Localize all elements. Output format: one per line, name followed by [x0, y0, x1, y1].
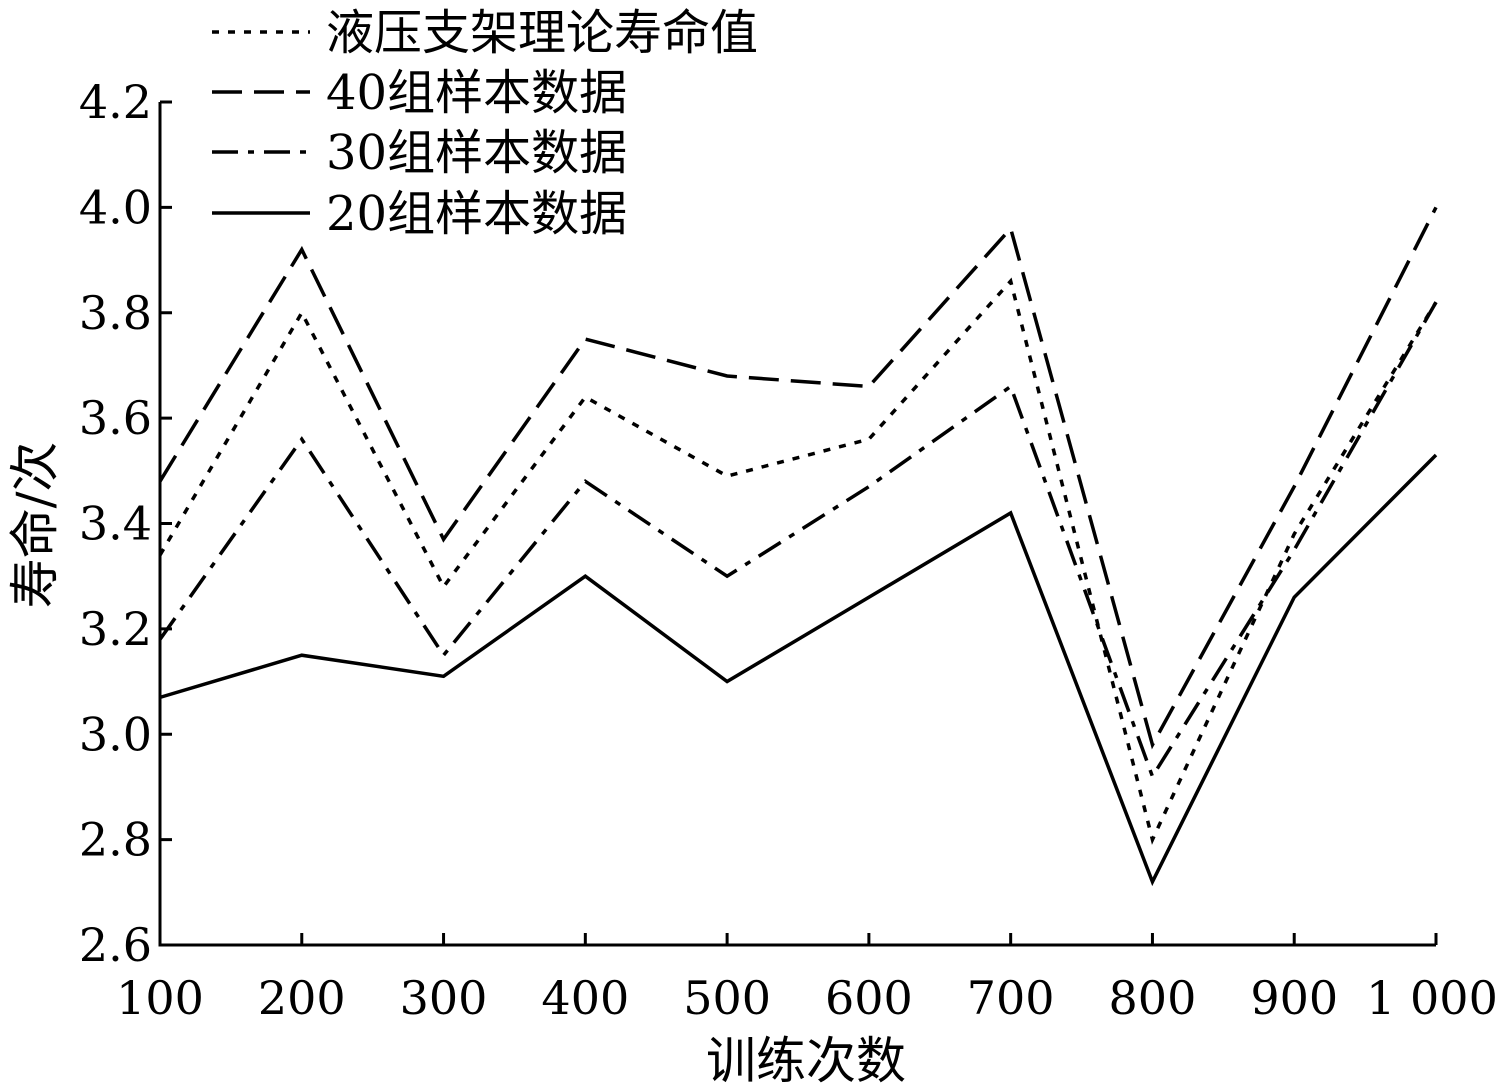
y-tick-label: 3.4: [79, 497, 152, 551]
y-tick-label: 3.0: [79, 707, 152, 761]
series-layer: [158, 206, 1438, 887]
y-axis-ticks: 2.6 2.8 3.0 3.2 3.4 3.6 3.8 4.0 4.2: [79, 75, 172, 972]
series-line-3: [158, 301, 1438, 781]
x-tick-label: 900: [1250, 971, 1338, 1025]
x-tick-label: 300: [400, 971, 488, 1025]
x-axis-ticks: 100 200 300 400 500 600 700 800 900 1 000: [116, 933, 1498, 1025]
x-tick-label: 600: [825, 971, 913, 1025]
x-tick-label: 200: [258, 971, 346, 1025]
x-tick-label: 400: [541, 971, 629, 1025]
legend-label-4: 20组样本数据: [326, 186, 627, 242]
x-tick-label: 100: [116, 971, 204, 1025]
x-tick-label: 800: [1109, 971, 1197, 1025]
y-tick-label: 2.6: [79, 918, 152, 972]
legend-label-3: 30组样本数据: [326, 125, 627, 181]
y-axis-title: 寿命/次: [6, 442, 64, 609]
x-tick-label: 500: [683, 971, 771, 1025]
y-tick-label: 4.2: [79, 75, 152, 129]
series-line-2: [158, 206, 1438, 750]
x-tick-label: 1 000: [1366, 971, 1498, 1025]
series-line-1: [158, 277, 1438, 845]
y-tick-label: 3.2: [79, 602, 152, 656]
series-line-4: [159, 453, 1438, 887]
x-axis-title: 训练次数: [706, 1032, 906, 1089]
legend-label-2: 40组样本数据: [326, 65, 627, 121]
y-tick-label: 3.6: [79, 391, 152, 445]
x-tick-label: 700: [967, 971, 1055, 1025]
y-tick-label: 4.0: [79, 180, 152, 234]
legend-label-1: 液压支架理论寿命值: [326, 5, 758, 61]
y-tick-label: 3.8: [79, 286, 152, 340]
y-tick-label: 2.8: [79, 813, 152, 867]
